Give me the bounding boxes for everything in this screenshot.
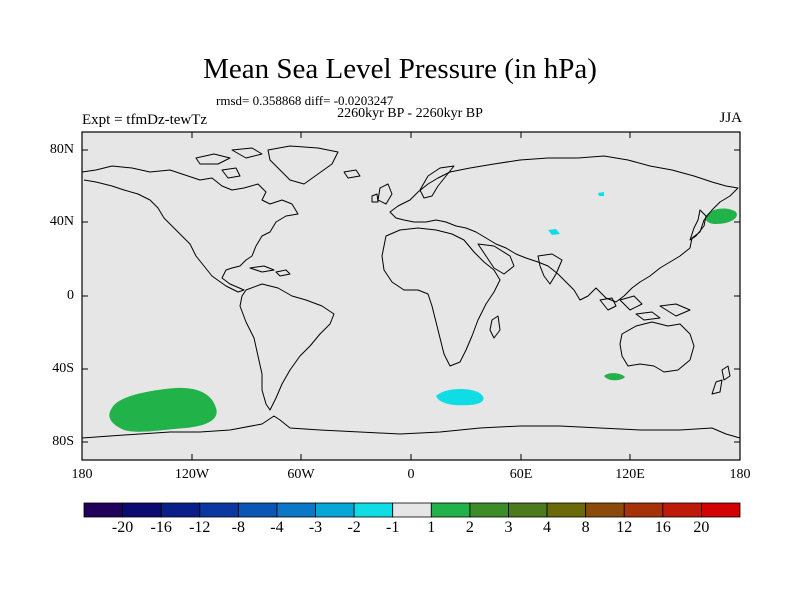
lat-label-0: 0 — [67, 288, 74, 303]
colorbar-box-13 — [585, 502, 625, 518]
colorbar-label: -4 — [270, 519, 284, 536]
lon-label-180e: 180 — [729, 467, 751, 482]
anomaly-southern-indian-positive — [604, 373, 625, 381]
lon-label-60w: 60W — [287, 467, 315, 482]
colorbar-box-1 — [122, 502, 162, 518]
coast-north-america — [81, 165, 299, 293]
coastlines — [81, 145, 741, 439]
coast-scandinavia — [419, 165, 455, 199]
colorbar-label: 20 — [693, 519, 710, 536]
anomaly-central-asia-negative — [548, 229, 560, 235]
colorbar-box-0 — [83, 502, 123, 518]
colorbar-label: -1 — [386, 519, 400, 536]
lat-label-80n: 80N — [49, 142, 74, 157]
coast-africa — [381, 227, 501, 367]
colorbar-label: -16 — [150, 519, 172, 536]
period-label: 2260kyr BP - 2260kyr BP — [337, 106, 483, 121]
colorbar-label: 1 — [427, 519, 436, 536]
colorbar-label: 8 — [581, 519, 590, 536]
colorbar-label: 3 — [504, 519, 513, 536]
colorbar-box-2 — [160, 502, 201, 518]
colorbar-box-16 — [701, 502, 741, 518]
colorbar-box-12 — [546, 502, 587, 518]
colorbar-box-7 — [353, 502, 394, 518]
colorbar-label: -12 — [189, 519, 211, 536]
lon-label-60e: 60E — [509, 467, 533, 482]
coast-india — [537, 253, 563, 285]
colorbar-label: 2 — [465, 519, 474, 536]
colorbar-box-4 — [237, 502, 278, 518]
season-label: JJA — [719, 110, 742, 126]
lat-label-40s: 40S — [52, 361, 74, 376]
coast-japan — [689, 209, 707, 241]
coast-southeast-asia — [599, 295, 691, 321]
lon-label-120e: 120E — [615, 467, 645, 482]
colorbar-box-14 — [623, 502, 664, 518]
colorbar-box-11 — [508, 502, 548, 518]
coast-arabia — [477, 243, 515, 275]
colorbar-box-9 — [430, 502, 471, 518]
stats-line: rmsd= 0.358868 diff= -0.0203247 — [216, 93, 394, 108]
colorbar-box-3 — [199, 502, 239, 518]
coast-british-isles — [371, 183, 393, 205]
colorbar-label: 4 — [543, 519, 552, 536]
lon-label-180w: 180 — [71, 467, 93, 482]
anomaly-northwest-pacific-positive — [705, 208, 737, 224]
axis-ticks — [81, 132, 741, 460]
colorbar — [83, 502, 741, 518]
colorbar-label: -20 — [111, 519, 134, 536]
colorbar-label: -8 — [231, 519, 245, 536]
colorbar-label: -3 — [308, 519, 323, 536]
colorbar-box-6 — [315, 502, 355, 518]
coast-arctic-islands — [195, 147, 263, 179]
anomaly-south-atlantic-negative — [436, 388, 484, 406]
lon-label-0: 0 — [407, 467, 415, 482]
lat-label-80s: 80S — [52, 434, 74, 449]
coast-caribbean — [249, 265, 291, 277]
colorbar-box-5 — [276, 502, 316, 518]
colorbar-label: 16 — [654, 519, 671, 536]
colorbar-box-10 — [469, 502, 509, 518]
colorbar-label: -2 — [347, 519, 361, 536]
coast-south-america — [239, 283, 335, 411]
lat-label-40n: 40N — [49, 214, 74, 229]
coast-madagascar — [489, 315, 501, 339]
coast-eurasia — [389, 155, 739, 303]
coast-antarctica — [81, 415, 741, 439]
colorbar-box-8 — [392, 502, 432, 518]
anomaly-siberia-negative — [598, 192, 604, 196]
lon-label-120w: 120W — [174, 467, 210, 482]
experiment-label: Expt = tfmDz-tewTz — [82, 112, 208, 128]
coast-iceland — [343, 169, 361, 179]
colorbar-box-15 — [662, 502, 702, 518]
anomaly-south-pacific-positive — [109, 387, 217, 432]
colorbar-label: 12 — [616, 519, 633, 536]
map-title: Mean Sea Level Pressure (in hPa) — [203, 53, 597, 85]
coast-greenland — [267, 145, 339, 185]
coast-australia — [619, 321, 695, 373]
coast-new-zealand — [711, 365, 731, 395]
